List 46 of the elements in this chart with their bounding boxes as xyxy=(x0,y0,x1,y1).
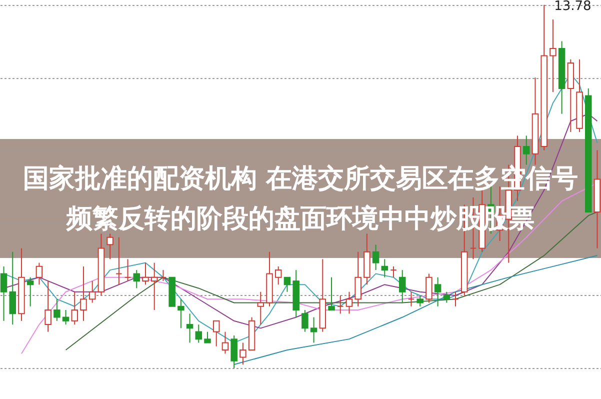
candlestick xyxy=(178,298,184,329)
candlestick xyxy=(195,324,202,344)
candlestick xyxy=(284,276,291,292)
candlestick xyxy=(240,342,246,365)
candlestick xyxy=(116,236,122,286)
candlestick xyxy=(26,276,34,307)
candlestick xyxy=(88,280,96,304)
candlestick xyxy=(62,310,70,326)
candlestick xyxy=(71,291,78,326)
candlestick xyxy=(186,313,194,344)
candlestick xyxy=(398,270,406,304)
candlestick xyxy=(222,331,229,354)
candlestick xyxy=(426,273,432,304)
candlestick xyxy=(302,310,308,332)
candlestick xyxy=(150,262,158,311)
candlestick xyxy=(274,266,282,286)
candlestick xyxy=(54,298,60,322)
candlestick xyxy=(416,294,424,307)
candlestick xyxy=(522,135,530,166)
candlestick xyxy=(80,266,87,322)
candlestick xyxy=(204,331,211,344)
candlestick xyxy=(346,291,353,314)
candlestick xyxy=(550,18,556,93)
annotation: 13.78 xyxy=(554,0,592,14)
candlestick xyxy=(133,270,140,289)
candlestick xyxy=(257,291,264,326)
candlestick xyxy=(36,262,43,286)
candlestick xyxy=(408,291,415,307)
candlestick xyxy=(372,244,380,271)
candlestick xyxy=(0,266,8,322)
candlestick xyxy=(9,251,16,326)
candlestick xyxy=(434,276,442,307)
candlestick xyxy=(390,266,397,278)
candlestick xyxy=(142,262,149,286)
candlestick xyxy=(336,294,344,314)
candlestick xyxy=(381,258,388,278)
candlestick xyxy=(230,334,238,369)
candlestick xyxy=(212,320,220,347)
candlestick xyxy=(160,270,167,282)
candlestick xyxy=(328,276,335,311)
candlestick xyxy=(354,251,362,307)
candlestick xyxy=(310,316,318,344)
candlestick xyxy=(452,291,459,307)
candlestick xyxy=(124,258,132,282)
candlestick xyxy=(44,280,52,332)
candlestick xyxy=(443,291,450,304)
